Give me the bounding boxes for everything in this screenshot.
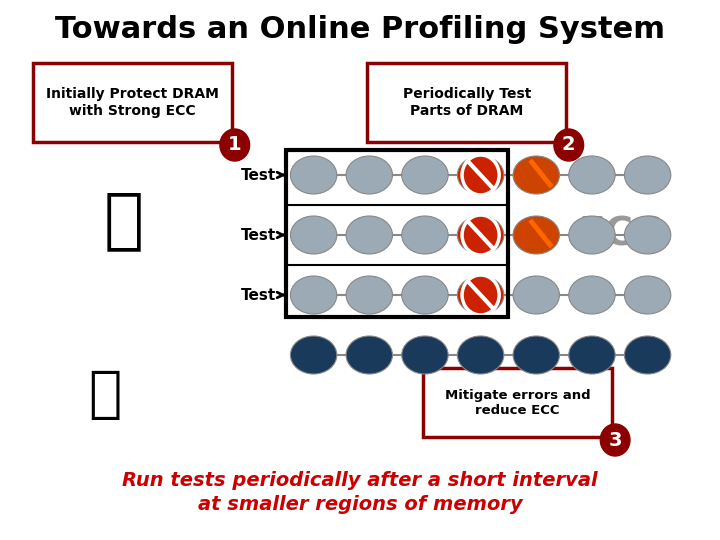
Text: 🖥: 🖥 [104,187,143,253]
Ellipse shape [569,216,615,254]
Bar [286,150,508,317]
Ellipse shape [402,336,448,374]
Circle shape [554,129,584,161]
Text: Test: Test [241,287,276,302]
Ellipse shape [513,216,559,254]
Ellipse shape [346,336,392,374]
Ellipse shape [290,216,337,254]
Ellipse shape [290,336,337,374]
Circle shape [600,424,630,456]
Ellipse shape [513,336,559,374]
Text: 1: 1 [228,136,242,154]
Text: Initially Protect DRAM
with Strong ECC: Initially Protect DRAM with Strong ECC [46,87,219,118]
Ellipse shape [624,276,671,314]
FancyBboxPatch shape [33,63,232,142]
Text: at smaller regions of memory: at smaller regions of memory [197,496,523,515]
Ellipse shape [402,156,448,194]
Ellipse shape [457,156,504,194]
Text: ECC: ECC [578,216,662,254]
Ellipse shape [624,156,671,194]
Text: Test: Test [241,167,276,183]
Ellipse shape [402,216,448,254]
Text: 2: 2 [562,136,575,154]
Ellipse shape [513,156,559,194]
Ellipse shape [290,156,337,194]
Ellipse shape [290,276,337,314]
Text: Towards an Online Profiling System: Towards an Online Profiling System [55,16,665,44]
Ellipse shape [346,276,392,314]
Text: Run tests periodically after a short interval: Run tests periodically after a short int… [122,470,598,489]
Ellipse shape [457,276,504,314]
Circle shape [220,129,250,161]
Text: 💾: 💾 [89,368,122,422]
Ellipse shape [569,156,615,194]
FancyBboxPatch shape [367,63,566,142]
Ellipse shape [346,216,392,254]
Text: Mitigate errors and
reduce ECC: Mitigate errors and reduce ECC [445,388,590,416]
Ellipse shape [569,336,615,374]
Ellipse shape [346,156,392,194]
Ellipse shape [624,216,671,254]
Ellipse shape [402,276,448,314]
Text: Test: Test [241,227,276,242]
Text: 3: 3 [608,430,622,449]
Ellipse shape [457,336,504,374]
Ellipse shape [513,276,559,314]
Ellipse shape [624,336,671,374]
Ellipse shape [569,276,615,314]
FancyBboxPatch shape [423,368,612,437]
Ellipse shape [457,216,504,254]
Text: Periodically Test
Parts of DRAM: Periodically Test Parts of DRAM [402,87,531,118]
